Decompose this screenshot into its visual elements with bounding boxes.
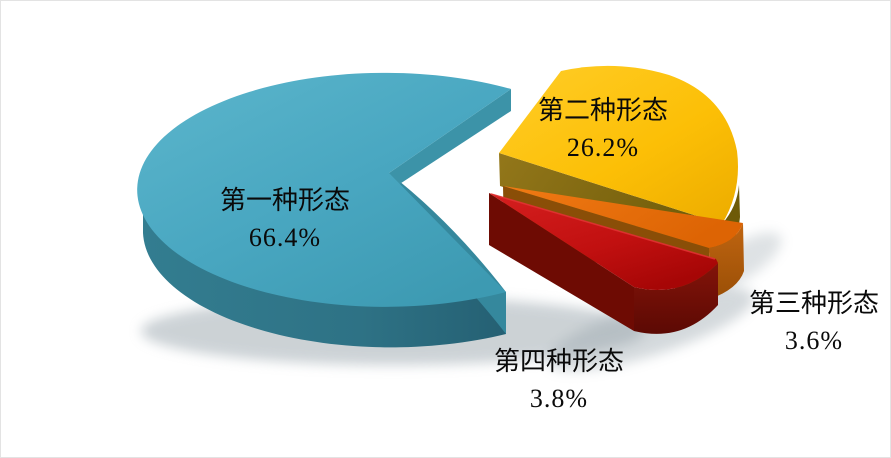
slice-first-value: 66.4% — [248, 223, 322, 252]
slice-first-name: 第一种形态 — [219, 186, 351, 215]
pie-slice-fourth-edge-highlight — [490, 193, 716, 260]
label-slice-second: 第二种形态 26.2% — [538, 92, 668, 166]
slice-second-value: 26.2% — [566, 133, 640, 162]
pie-slice-first-rim-side — [143, 191, 506, 348]
pie-slice-fourth-rim-side — [634, 263, 718, 334]
pie-slice-fourth-top — [489, 193, 718, 290]
pie-slice-first — [137, 72, 511, 348]
label-slice-third: 第三种形态 3.6% — [749, 285, 879, 359]
slice-fourth-name: 第四种形态 — [493, 347, 625, 376]
label-slice-fourth: 第四种形态 3.8% — [494, 343, 624, 417]
pie-slice-fourth — [489, 193, 718, 334]
slice-third-name: 第三种形态 — [748, 289, 880, 318]
pie-slice-first-upper-cut-side — [389, 89, 511, 191]
slice-fourth-value: 3.8% — [529, 384, 589, 413]
slice-second-name: 第二种形态 — [537, 96, 669, 125]
pie-slice-first-top — [137, 72, 511, 307]
pie-slice-third-top — [503, 186, 743, 248]
pie-slice-fourth-lower-side — [489, 193, 634, 331]
label-slice-first: 第一种形态 66.4% — [220, 182, 350, 256]
pie-slice-second-top — [499, 65, 738, 224]
slice-third-value: 3.6% — [784, 326, 844, 355]
